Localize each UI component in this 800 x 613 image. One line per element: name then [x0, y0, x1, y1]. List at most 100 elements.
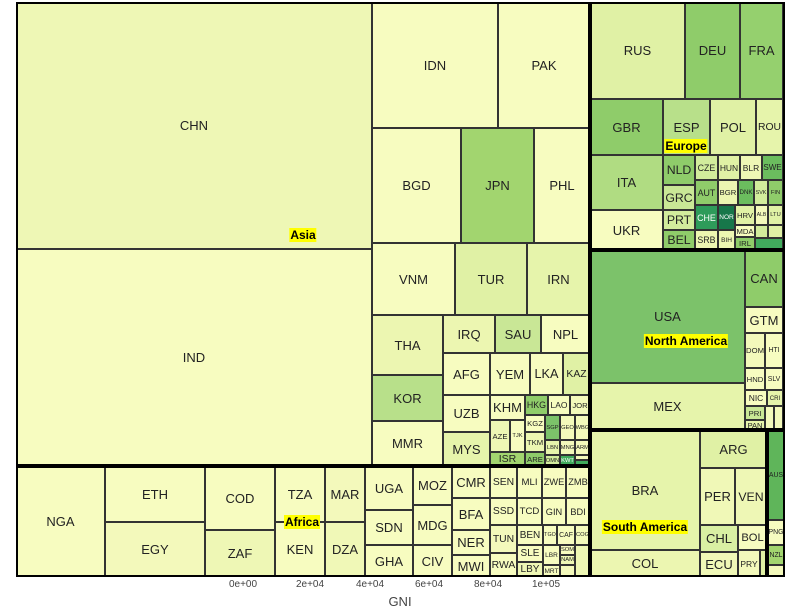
tile-nzl: NZL [767, 545, 785, 565]
tile-arg: ARG [700, 430, 767, 468]
tile-aut: AUT [695, 180, 718, 205]
tile-fin: FIN [768, 180, 783, 205]
tile-zmb: ZMB [566, 466, 590, 498]
tile-hnd: HND [745, 368, 765, 390]
tile-mwi: MWI [452, 555, 490, 577]
tile-cmr: CMR [452, 466, 490, 498]
tile-cod: COD [205, 466, 275, 530]
tile-rwa: RWA [490, 553, 517, 577]
tile-wbg: WBG [575, 415, 590, 440]
tile-mar: MAR [325, 466, 365, 522]
tile-pry: PRY [738, 550, 760, 577]
tile-tgo: TGO [543, 525, 557, 545]
tile-mmr: MMR [372, 421, 443, 466]
legend-tick-label: 6e+04 [414, 579, 444, 590]
tile-idn: IDN [372, 2, 498, 128]
tile-cog: COG [575, 525, 590, 545]
tile-sle: SLE [517, 545, 543, 562]
tile-lbn: LBN [545, 440, 560, 455]
tile-unlabeled [768, 225, 783, 238]
tile-are: ARE [525, 452, 545, 466]
tile-lao: LAO [548, 395, 570, 415]
tile-afg: AFG [443, 353, 490, 395]
tile-lby: LBY [517, 562, 543, 577]
tile-pan: PAN [745, 420, 765, 430]
tile-unlabeled [765, 406, 774, 430]
tile-hrv: HRV [735, 205, 755, 225]
tile-irq: IRQ [443, 315, 495, 353]
tile-som: SOM [560, 545, 575, 555]
tile-rou: ROU [756, 99, 783, 155]
tile-bih: BIH [718, 230, 735, 250]
tile-slv: SLV [765, 368, 783, 390]
tile-tza: TZA [275, 466, 325, 522]
tile-hti: HTI [765, 333, 783, 368]
tile-geo: GEO [560, 415, 575, 440]
tile-tun: TUN [490, 525, 517, 553]
tile-gin: GIN [542, 498, 566, 525]
tile-kaz: KAZ [563, 353, 590, 395]
tile-nga: NGA [16, 466, 105, 577]
region-label: Africa [283, 515, 321, 529]
tile-sen: SEN [490, 466, 517, 498]
tile-ind: IND [16, 249, 372, 466]
tile-eth: ETH [105, 466, 205, 522]
tile-bgd: BGD [372, 128, 461, 243]
tile-mex: MEX [590, 383, 745, 430]
tile-zwe: ZWE [542, 466, 566, 498]
tile-kor: KOR [372, 375, 443, 421]
tile-tjk: TJK [510, 420, 525, 452]
tile-tkm: TKM [525, 432, 545, 452]
tile-sgp: SGP [545, 415, 560, 440]
tile-mys: MYS [443, 432, 490, 466]
tile-bdi: BDI [566, 498, 590, 525]
tile-chn: CHN [16, 2, 372, 249]
tile-ita: ITA [590, 155, 663, 210]
tile-alb: ALB [755, 205, 768, 225]
tile-aus: AUS [767, 430, 785, 520]
tile-png: PNG [767, 520, 785, 545]
legend-tick-label: 2e+04 [295, 579, 325, 590]
tile-nld: NLD [663, 155, 695, 185]
tile-unlabeled [760, 550, 767, 577]
tile-mng: MNG [560, 440, 575, 455]
tile-lbr: LBR [543, 545, 560, 565]
tile-ner: NER [452, 530, 490, 555]
tile-hkg: HKG [525, 395, 548, 415]
tile-nic: NIC [745, 390, 767, 406]
tile-nam: NAM [560, 555, 575, 565]
tile-npl: NPL [541, 315, 590, 353]
tile-gha: GHA [365, 545, 413, 577]
tile-unlabeled [560, 565, 575, 577]
tile-mrt: MRT [543, 565, 560, 577]
tile-deu: DEU [685, 2, 740, 99]
tile-can: CAN [745, 250, 783, 307]
tile-grc: GRC [663, 185, 695, 210]
tile-vnm: VNM [372, 243, 455, 315]
tile-irl: IRL [735, 237, 755, 250]
tile-sdn: SDN [365, 510, 413, 545]
tile-civ: CIV [413, 545, 452, 577]
tile-bol: BOL [738, 525, 767, 550]
tile-isr: ISR [490, 452, 525, 466]
tile-kwt: KWT [560, 455, 575, 466]
tile-pak: PAK [498, 2, 590, 128]
region-label: Asia [289, 228, 317, 242]
tile-kgz: KGZ [525, 415, 545, 432]
tile-sau: SAU [495, 315, 541, 353]
tile-ltu: LTU [768, 205, 783, 225]
legend-title: GNI [388, 594, 412, 609]
tile-per: PER [700, 468, 735, 525]
tile-phl: PHL [534, 128, 590, 243]
tile-mli: MLI [517, 466, 542, 498]
tile-usa: USA [590, 250, 745, 383]
tile-lka: LKA [530, 353, 563, 395]
tile-unlabeled [575, 545, 590, 577]
tile-mdg: MDG [413, 505, 452, 545]
region-label: North America [643, 334, 729, 348]
legend-tick-label: 4e+04 [355, 579, 385, 590]
tile-ecu: ECU [700, 552, 738, 577]
tile-gbr: GBR [590, 99, 663, 155]
tile-fra: FRA [740, 2, 783, 99]
